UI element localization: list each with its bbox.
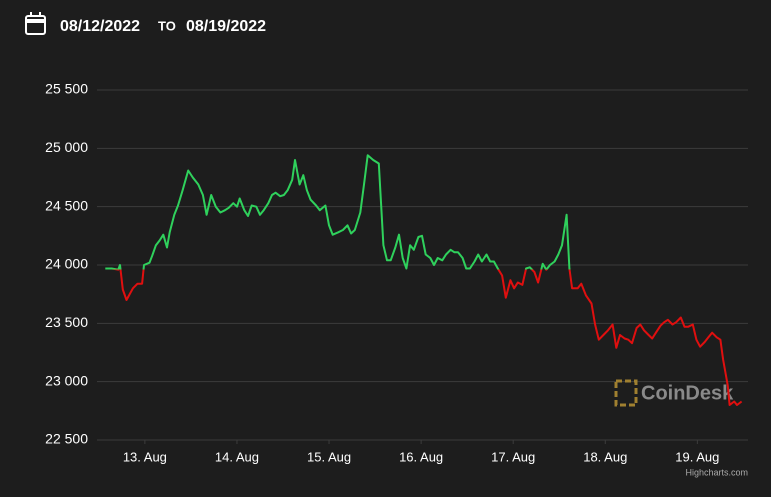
- y-tick-label: 25 500: [45, 81, 88, 97]
- y-tick-label: 22 500: [45, 431, 88, 447]
- y-tick-label: 24 500: [45, 197, 88, 213]
- calendar-icon: [25, 12, 46, 35]
- x-tick-label: 18. Aug: [583, 449, 627, 464]
- date-to: 08/19/2022: [186, 18, 266, 35]
- y-tick-label: 23 500: [45, 314, 88, 330]
- watermark-logo: [614, 379, 638, 407]
- x-tick-label: 13. Aug: [123, 449, 167, 464]
- y-tick-label: 25 000: [45, 139, 88, 155]
- x-tick-label: 17. Aug: [491, 449, 535, 464]
- credits: Highcharts.com: [685, 467, 748, 477]
- y-tick-label: 23 000: [45, 372, 88, 388]
- watermark: CoinDesk: [614, 379, 734, 407]
- price-line: [105, 154, 743, 406]
- x-tick-label: 15. Aug: [307, 449, 351, 464]
- date-from: 08/12/2022: [60, 18, 140, 35]
- x-tick-label: 16. Aug: [399, 449, 443, 464]
- x-tick-label: 19. Aug: [675, 449, 719, 464]
- x-tick-label: 14. Aug: [215, 449, 259, 464]
- date-separator: TO: [158, 18, 176, 33]
- y-tick-label: 24 000: [45, 256, 88, 272]
- watermark-text: CoinDesk: [641, 382, 734, 404]
